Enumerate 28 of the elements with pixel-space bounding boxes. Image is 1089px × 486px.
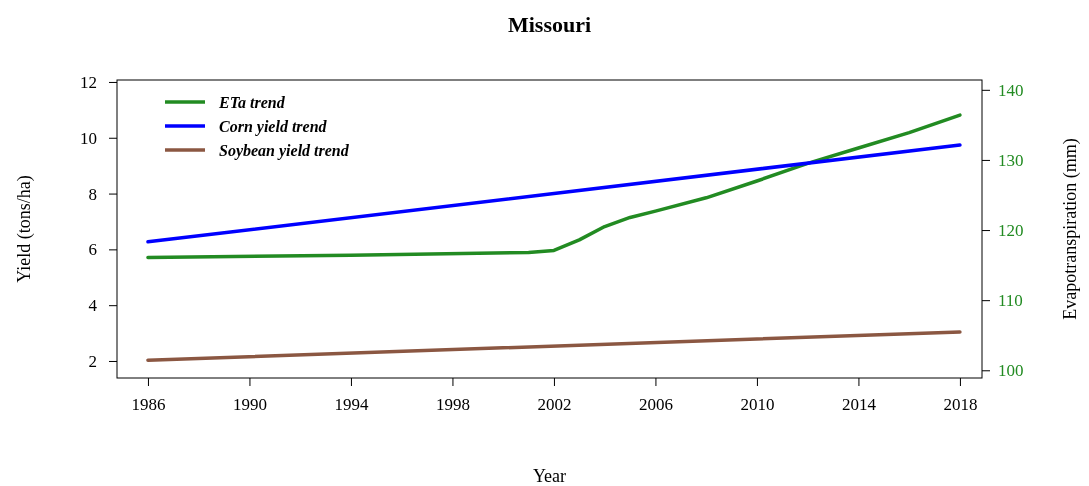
chart-title: Missouri [507,12,592,37]
x-tick-label: 2014 [841,395,877,415]
legend-label: Corn yield trend [219,118,328,136]
x-tick-label: 2018 [943,395,978,415]
x-tick-label: 2006 [638,395,673,415]
y2-axis-title: Evapotranspiration (mm) [1060,138,1081,320]
y2-tick-label: 100 [998,361,1024,381]
x-tick-label: 1994 [334,395,369,415]
y2-tick-label: 120 [998,220,1024,240]
y-tick-label: 2 [88,351,97,371]
y-axis-title: Yield (tons/ha) [14,175,35,283]
y-tick-label: 4 [88,296,98,316]
x-tick-label: 1986 [131,395,166,415]
y-tick-label: 8 [88,184,97,204]
x-tick-label: 2002 [537,395,572,415]
x-tick-label: 1990 [232,395,267,415]
y2-tick-label: 130 [998,150,1024,170]
legend-label: ETa trend [218,94,286,111]
y2-tick-label: 110 [998,291,1023,311]
y-tick-label: 10 [80,128,97,148]
y-tick-label: 6 [88,240,97,260]
y-tick-label: 12 [80,72,97,92]
line-series [146,113,962,260]
x-tick-label: 2010 [740,395,775,415]
x-tick-label: 1998 [435,395,470,415]
y2-tick-label: 140 [998,80,1024,100]
legend-label: Soybean yield trend [219,142,350,160]
x-axis-title: Year [532,466,567,486]
